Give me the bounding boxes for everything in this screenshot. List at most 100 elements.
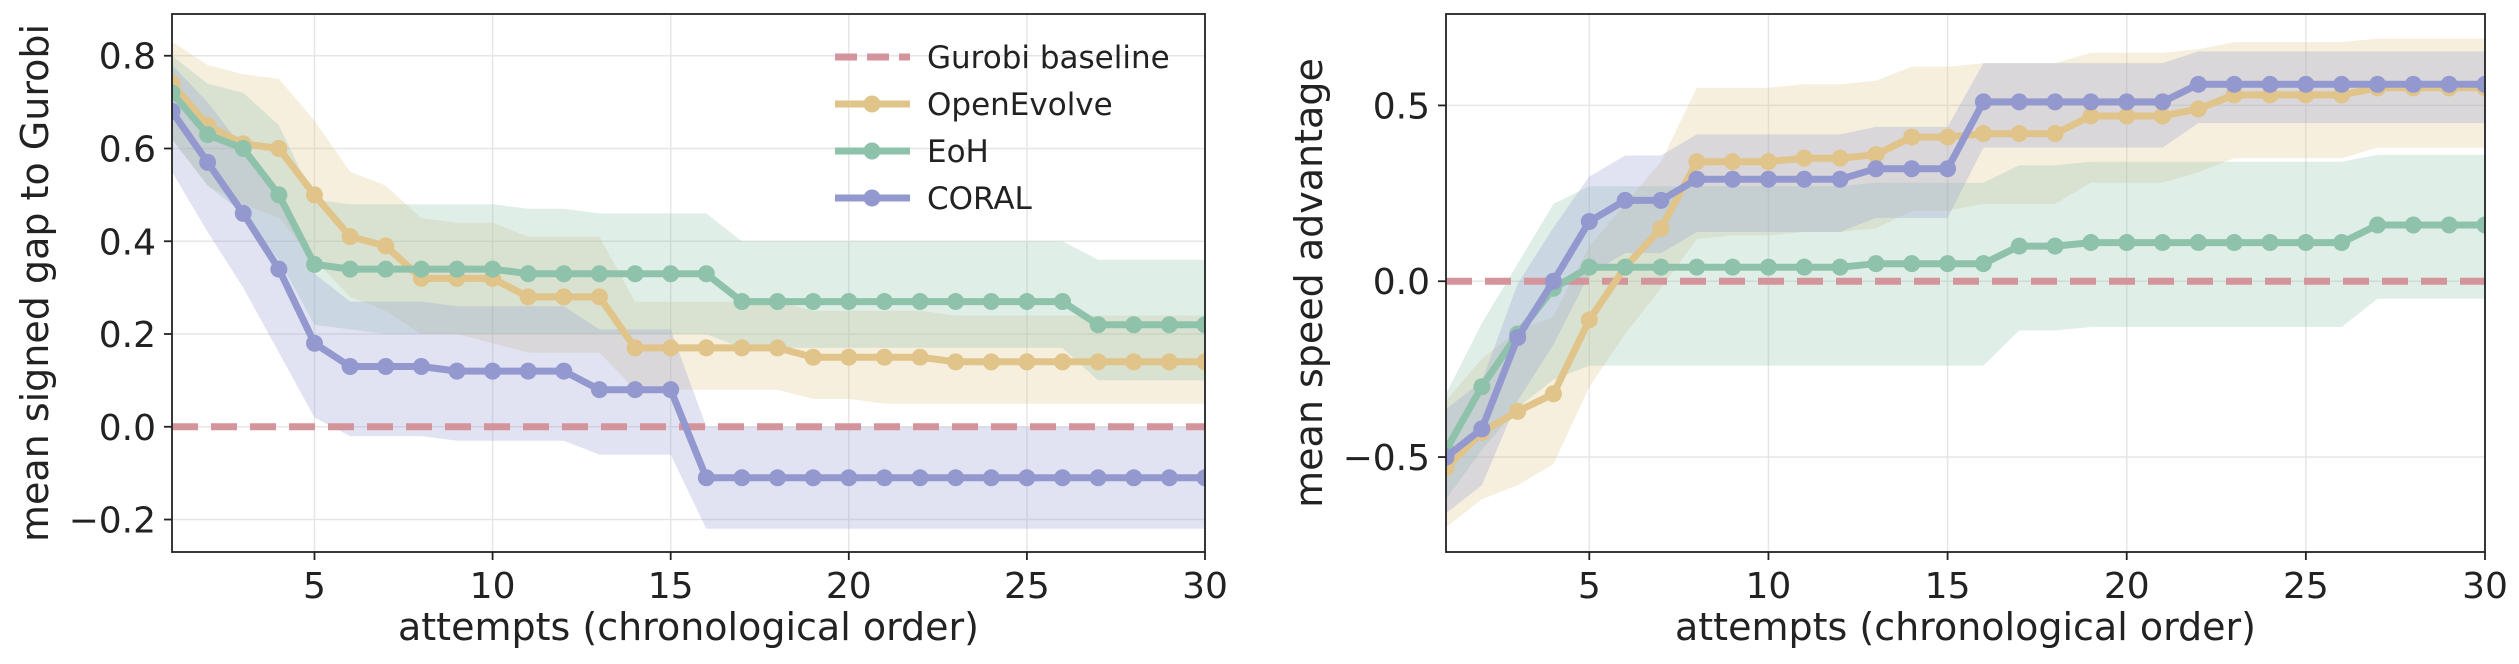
data-point-eoh (234, 140, 252, 157)
data-point-eoh (733, 293, 751, 311)
data-point-eoh (2118, 234, 2136, 252)
data-point-openevolve (1089, 353, 1107, 371)
data-point-eoh (2404, 216, 2422, 234)
data-point-eoh (2440, 216, 2458, 234)
x-axis-label: attempts (chronological order) (1675, 605, 2256, 649)
data-point-eoh (412, 260, 430, 278)
data-point-openevolve (1939, 128, 1957, 146)
data-point-coral (1580, 212, 1598, 230)
data-point-openevolve (875, 348, 893, 366)
data-point-openevolve (2189, 100, 2207, 118)
data-point-openevolve (2010, 125, 2028, 143)
axes-frame (1445, 13, 2486, 553)
data-point-coral (377, 357, 395, 375)
data-point-eoh (662, 265, 680, 283)
legend-label-coral: CORAL (927, 181, 1033, 217)
data-point-coral (2046, 93, 2064, 111)
data-point-eoh (448, 260, 466, 278)
data-point-openevolve (305, 186, 323, 204)
data-point-eoh (590, 265, 608, 283)
y-axis-label: mean signed gap to Gurobi (13, 24, 57, 542)
data-point-coral (555, 362, 573, 380)
data-point-coral (1446, 448, 1455, 466)
data-point-eoh (2261, 234, 2279, 252)
legend-marker-eoh (863, 142, 881, 160)
data-point-coral (769, 469, 787, 487)
data-point-eoh (555, 265, 573, 283)
legend-marker-coral (863, 189, 881, 207)
data-point-openevolve (519, 288, 537, 306)
data-point-openevolve (1196, 353, 1205, 371)
data-point-coral (1160, 469, 1178, 487)
data-point-openevolve (697, 339, 715, 357)
data-point-coral (1089, 469, 1107, 487)
x-tick-label: 15 (1925, 566, 1971, 607)
axes-frame (171, 13, 1206, 553)
y-tick-label: 0.5 (1373, 86, 1430, 127)
data-point-coral (840, 469, 858, 487)
data-point-coral (1125, 469, 1143, 487)
data-point-openevolve (947, 353, 965, 371)
data-point-coral (270, 260, 288, 278)
y-tick-label: 0.0 (1373, 262, 1430, 303)
data-point-coral (1688, 170, 1706, 188)
data-point-openevolve (626, 339, 644, 357)
x-tick-label: 5 (303, 566, 326, 607)
data-point-coral (1867, 160, 1885, 178)
data-point-eoh (341, 260, 359, 278)
data-point-openevolve (1544, 385, 1562, 403)
data-point-coral (1196, 469, 1205, 487)
data-point-eoh (1054, 293, 1072, 311)
data-point-eoh (840, 293, 858, 311)
data-point-eoh (1580, 258, 1598, 276)
x-tick-label: 20 (2104, 566, 2150, 607)
data-point-openevolve (1903, 128, 1921, 146)
data-point-eoh (484, 260, 502, 278)
data-point-coral (1939, 160, 1957, 178)
data-point-eoh (305, 255, 323, 273)
data-point-openevolve (341, 228, 359, 246)
x-tick-label: 25 (1004, 566, 1050, 607)
data-point-openevolve (1974, 125, 1992, 143)
data-point-eoh (1939, 255, 1957, 273)
data-point-coral (982, 469, 1000, 487)
data-point-coral (1473, 420, 1491, 438)
data-point-eoh (2082, 234, 2100, 252)
data-point-openevolve (1018, 353, 1036, 371)
data-point-openevolve (2046, 125, 2064, 143)
data-point-eoh (982, 293, 1000, 311)
data-point-eoh (626, 265, 644, 283)
data-point-coral (590, 381, 608, 399)
data-point-coral (911, 469, 929, 487)
data-point-eoh (769, 293, 787, 311)
data-point-eoh (1831, 258, 1849, 276)
y-tick-label: 0.6 (99, 130, 156, 171)
data-point-openevolve (840, 348, 858, 366)
x-axis-label: attempts (chronological order) (398, 605, 979, 649)
data-point-coral (2261, 75, 2279, 93)
data-point-openevolve (804, 348, 822, 366)
y-tick-label: −0.5 (1343, 438, 1430, 479)
data-point-eoh (2010, 237, 2028, 255)
data-point-openevolve (1054, 353, 1072, 371)
data-point-coral (1759, 170, 1777, 188)
x-tick-label: 30 (1182, 566, 1228, 607)
y-tick-label: 0.4 (99, 222, 156, 263)
data-point-openevolve (590, 288, 608, 306)
y-tick-label: 0.0 (99, 408, 156, 449)
data-point-eoh (947, 293, 965, 311)
data-point-eoh (377, 260, 395, 278)
data-point-coral (2189, 75, 2207, 93)
data-point-openevolve (1652, 219, 1670, 237)
data-point-openevolve (662, 339, 680, 357)
data-point-coral (341, 357, 359, 375)
data-point-openevolve (733, 339, 751, 357)
data-point-eoh (2297, 234, 2315, 252)
data-point-coral (2010, 93, 2028, 111)
data-point-eoh (2369, 216, 2387, 234)
x-tick-label: 15 (648, 566, 694, 607)
band-openevolve (172, 41, 1205, 404)
data-point-coral (1054, 469, 1072, 487)
data-point-openevolve (1867, 146, 1885, 164)
data-point-eoh (1196, 316, 1205, 334)
